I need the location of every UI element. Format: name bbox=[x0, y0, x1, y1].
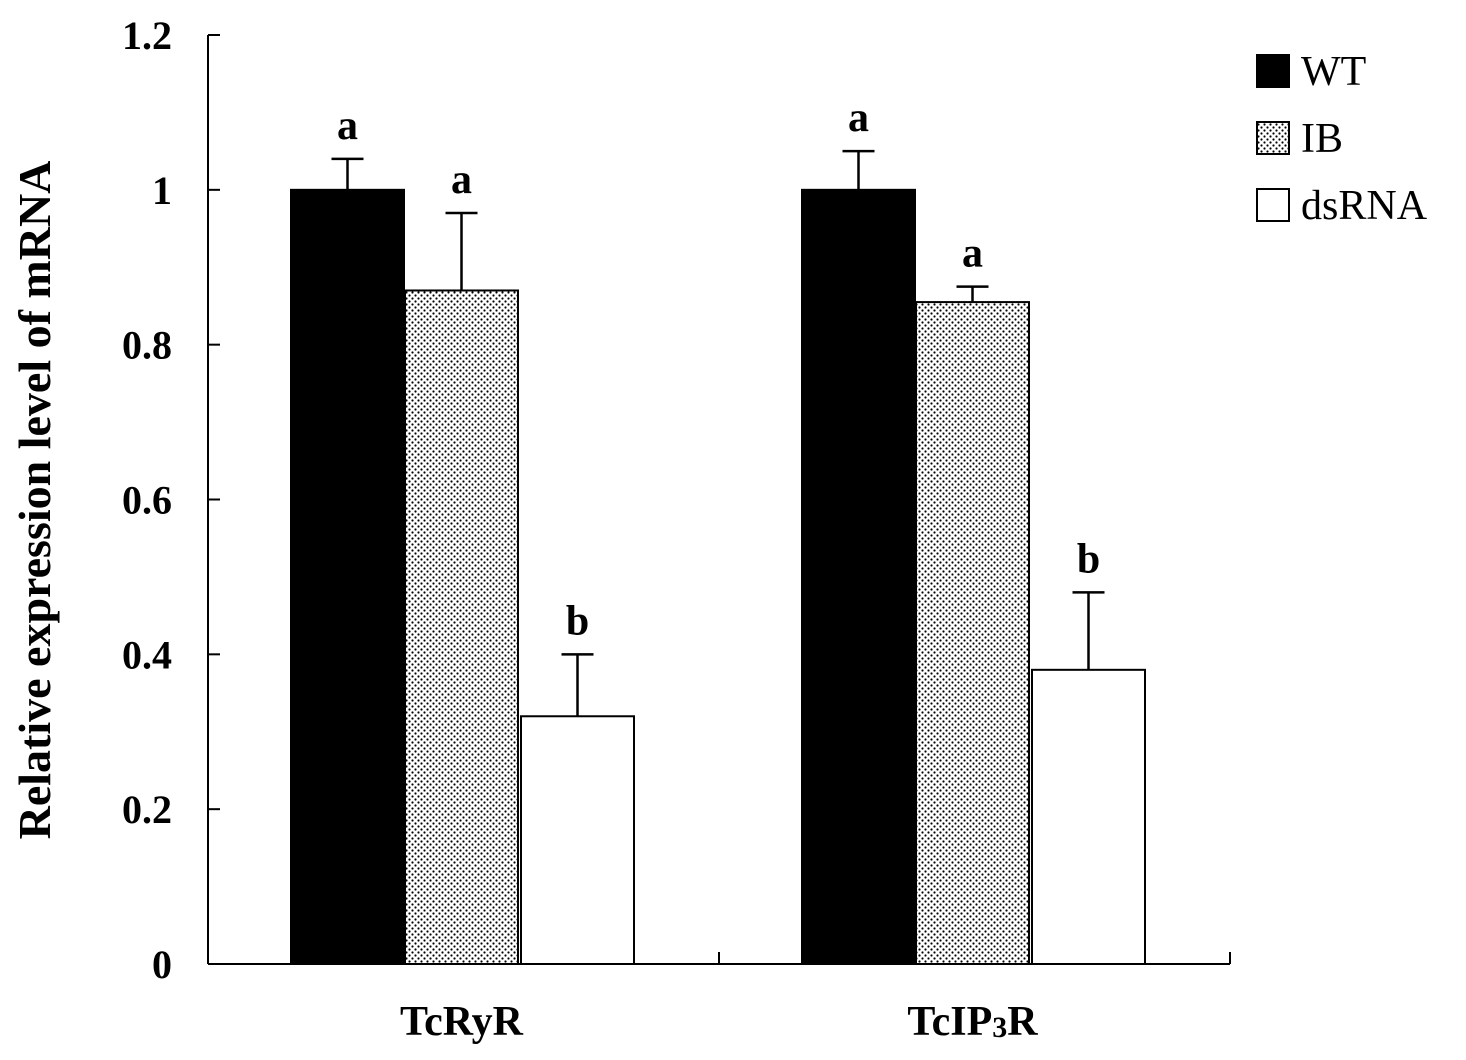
legend: WT IB dsRNA bbox=[1256, 49, 1428, 229]
category-label-main: TcRyR bbox=[400, 999, 524, 1045]
y-tick-label: 0 bbox=[152, 942, 172, 987]
bars bbox=[290, 149, 1146, 966]
axes: 0 0.2 0.4 0.6 0.8 1 1.2 Relative expression lev… bbox=[9, 13, 1231, 987]
legend-swatch-dsRNA bbox=[1256, 188, 1290, 222]
y-axis-label: Relative expression level of mRNA bbox=[9, 161, 60, 840]
legend-swatch-IB bbox=[1256, 121, 1290, 155]
y-tick-label: 0.4 bbox=[122, 632, 172, 677]
category-label-rest: R bbox=[1007, 999, 1038, 1045]
legend-label-dsRNA: dsRNA bbox=[1301, 183, 1428, 229]
significance-letter: a bbox=[962, 231, 983, 277]
bar-dsRNA-TcIP3R bbox=[1031, 668, 1146, 965]
bar-WT-TcIP3R bbox=[801, 188, 916, 966]
legend-label-WT: WT bbox=[1301, 49, 1366, 95]
category-label-subscript: 3 bbox=[992, 1011, 1007, 1044]
bar-IB-TcRyR bbox=[404, 289, 519, 966]
significance-letter: a bbox=[848, 95, 869, 141]
category-label: TcIP3R bbox=[907, 999, 1038, 1045]
bar-IB-TcIP3R bbox=[915, 301, 1030, 965]
legend-label-IB: IB bbox=[1301, 116, 1343, 162]
significance-letter: a bbox=[337, 103, 358, 149]
labels: a a b TcRyR a a b TcIP3R bbox=[337, 95, 1100, 1045]
y-tick-label: 0.6 bbox=[122, 478, 172, 523]
y-tick-label: 1 bbox=[152, 168, 172, 213]
category-label: TcRyR bbox=[400, 999, 524, 1045]
bar-dsRNA-TcRyR bbox=[520, 715, 635, 965]
y-tick-label: 1.2 bbox=[122, 13, 172, 58]
significance-letter: b bbox=[566, 598, 589, 644]
category-label-main: TcIP bbox=[907, 999, 992, 1045]
significance-letter: a bbox=[451, 157, 472, 203]
significance-letter: b bbox=[1077, 536, 1100, 582]
legend-swatch-WT bbox=[1256, 54, 1290, 88]
y-tick-label: 0.8 bbox=[122, 323, 172, 368]
y-tick-label: 0.2 bbox=[122, 787, 172, 832]
bar-WT-TcRyR bbox=[290, 188, 405, 966]
